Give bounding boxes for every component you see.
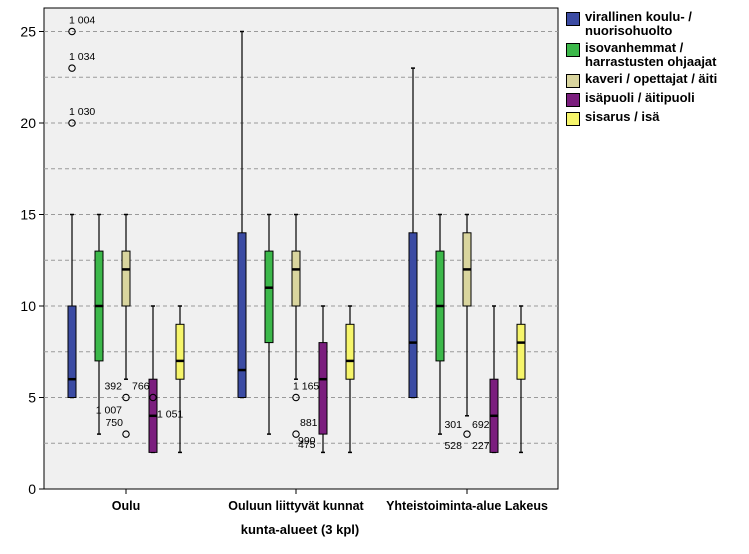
outlier-label: 227	[472, 440, 490, 452]
legend-label: isäpuoli / äitipuoli	[585, 90, 695, 105]
box-body	[121, 250, 131, 307]
x-axis-title: kunta-alueet (3 kpl)	[240, 522, 360, 537]
outlier-marker	[122, 430, 130, 438]
box-body	[408, 232, 418, 398]
y-tick-label: 25	[20, 24, 36, 40]
outlier-label: 1 004	[69, 15, 95, 27]
box-body	[237, 232, 247, 398]
legend: virallinen koulu- / nuorisohuolto isovanh…	[566, 10, 746, 129]
box-0-0	[67, 213, 77, 399]
legend-item: virallinen koulu- / nuorisohuolto	[566, 10, 746, 38]
legend-swatch	[566, 12, 580, 26]
box-1-1	[264, 213, 274, 435]
box-3-1	[318, 305, 328, 454]
legend-swatch	[566, 74, 580, 88]
outlier-marker	[149, 393, 157, 402]
y-tick-label: 15	[20, 207, 36, 223]
boxes	[67, 30, 526, 454]
box-0-2	[408, 67, 418, 399]
box-body	[175, 323, 185, 380]
legend-item: sisarus / isä	[566, 110, 746, 126]
outlier-marker	[68, 64, 76, 72]
y-tick-label: 10	[20, 298, 36, 314]
outlier-label: 990	[298, 435, 316, 447]
outlier-marker	[292, 393, 300, 402]
outlier-marker	[292, 430, 300, 438]
legend-item: isovanhemmat / harrastusten ohjaajat	[566, 41, 746, 69]
outlier-label: 1 007	[96, 405, 122, 417]
outlier-marker	[122, 393, 130, 402]
box-2-0	[121, 213, 131, 380]
legend-swatch	[566, 93, 580, 107]
box-2-2	[462, 213, 472, 417]
outlier-label: 528	[444, 440, 462, 452]
box-body	[67, 305, 77, 398]
outlier-label: 301	[444, 419, 462, 431]
outlier-label: 750	[105, 417, 123, 429]
outlier-marker	[463, 430, 471, 438]
box-4-0	[175, 305, 185, 454]
legend-swatch	[566, 43, 580, 57]
outlier-label: 1 034	[69, 51, 95, 63]
legend-label: kaveri / opettajat / äiti	[585, 71, 718, 86]
outlier-marker	[68, 119, 76, 127]
outlier-marker	[68, 27, 76, 36]
outlier-label: 1 030	[69, 106, 95, 118]
legend-swatch	[566, 112, 580, 126]
box-4-1	[345, 305, 355, 454]
legend-label: virallinen koulu- / nuorisohuolto	[585, 9, 692, 38]
legend-item: isäpuoli / äitipuoli	[566, 91, 746, 107]
outlier-label: 692	[472, 419, 490, 431]
plot-area	[43, 7, 559, 490]
box-3-0	[148, 305, 158, 454]
outlier-label: 1 051	[157, 409, 183, 421]
outlier-label: 392	[104, 381, 122, 393]
x-tick-label: Oulu	[112, 499, 140, 513]
legend-label: sisarus / isä	[585, 109, 660, 124]
y-tick-label: 0	[28, 481, 36, 497]
box-4-2	[516, 305, 526, 454]
legend-item: kaveri / opettajat / äiti	[566, 72, 746, 88]
box-1-2	[435, 213, 445, 435]
box-body	[345, 323, 355, 380]
outlier-label: 1 165	[293, 381, 319, 393]
box-body	[264, 250, 274, 344]
box-1-0	[94, 213, 104, 435]
legend-label: isovanhemmat / harrastusten ohjaajat	[585, 40, 717, 69]
y-tick-label: 20	[20, 115, 36, 131]
y-tick-label: 5	[28, 390, 36, 406]
box-body	[291, 250, 301, 307]
x-tick-label: Ouluun liittyvät kunnat	[228, 499, 364, 513]
box-3-2	[489, 305, 499, 454]
outlier-label: 766	[132, 381, 150, 393]
outlier-label: 881	[300, 417, 318, 429]
axes: 0 5 10 15 20 25 Oulu Ouluun liittyvät kunnat Yht…	[20, 24, 548, 514]
box-2-1	[291, 213, 301, 380]
box-body	[516, 323, 526, 380]
box-body	[318, 342, 328, 435]
box-0-1	[237, 30, 247, 399]
outlier-label: 475	[298, 439, 316, 451]
x-tick-label: Yhteistoiminta-alue Lakeus	[386, 499, 548, 513]
